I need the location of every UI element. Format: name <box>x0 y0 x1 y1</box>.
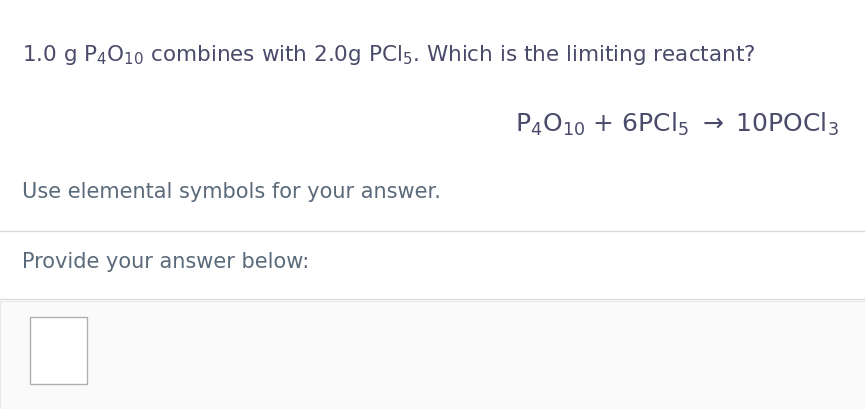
Text: 1.0 g $\mathregular{P_4O_{10}}$ combines with 2.0g $\mathregular{PCl_5}$. Which : 1.0 g $\mathregular{P_4O_{10}}$ combines… <box>22 43 755 67</box>
Text: Provide your answer below:: Provide your answer below: <box>22 252 309 272</box>
Text: Use elemental symbols for your answer.: Use elemental symbols for your answer. <box>22 182 440 202</box>
Bar <box>0 301 865 409</box>
Text: $\mathregular{P_4O_{10}}$ + 6$\mathregular{PCl_5}$ $\rightarrow$ 10$\mathregular: $\mathregular{P_4O_{10}}$ + 6$\mathregul… <box>516 110 839 138</box>
FancyBboxPatch shape <box>30 317 86 384</box>
